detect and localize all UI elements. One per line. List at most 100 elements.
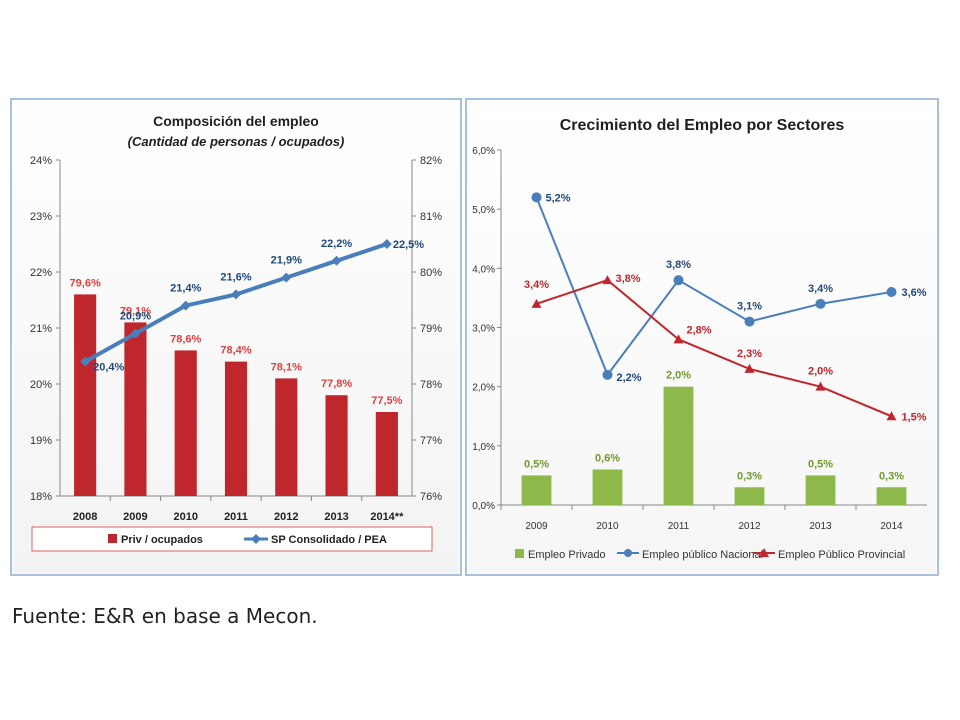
line-point-marker-provincial [744, 363, 755, 373]
chart-panel-composicion: Composición del empleo (Cantidad de perso… [10, 98, 462, 576]
bar-data-label: 0,3% [737, 470, 762, 482]
y-tick-label: 6,0% [472, 146, 495, 157]
y-tick-label: 3,0% [472, 324, 495, 335]
bar-data-label: 78,1% [271, 361, 302, 373]
legend-swatch-sp-marker [251, 534, 261, 544]
bar-priv-ocupados [325, 395, 348, 496]
chart-title: Composición del empleo [153, 113, 319, 129]
line-point-marker [80, 356, 91, 367]
legend-swatch-provincial-marker [759, 548, 769, 557]
bar-data-label: 78,6% [170, 333, 201, 345]
x-tick-label: 2014** [370, 511, 404, 523]
bar-data-label: 79,1% [120, 305, 151, 317]
line-point-marker-provincial [886, 411, 897, 421]
y-right-tick-label: 81% [420, 211, 442, 223]
y-right-tick-label: 82% [420, 155, 442, 167]
y-tick-label: 0,0% [472, 501, 495, 512]
y-tick-label: 2,0% [472, 383, 495, 394]
line-empleo-publico-provincial [536, 279, 892, 418]
line-point-marker-provincial [673, 334, 684, 344]
legend-label-privado: Empleo Privado [528, 549, 606, 561]
line-data-label-provincial: 3,8% [616, 273, 641, 285]
line-data-label-nacional: 3,8% [666, 259, 691, 271]
x-tick-label: 2013 [809, 521, 832, 532]
bar-data-label: 0,5% [808, 458, 833, 470]
bar-empleo-privado [592, 469, 623, 505]
bar-empleo-privado [734, 487, 765, 505]
chart-panel-crecimiento: Crecimiento del Empleo por Sectores 0,0% 1… [465, 98, 939, 576]
y-left-tick-label: 20% [30, 379, 52, 391]
y-tick-label: 4,0% [472, 264, 495, 275]
bar-data-label: 0,3% [879, 470, 904, 482]
bar-empleo-privado [805, 475, 836, 505]
line-point-marker-provincial [602, 275, 613, 285]
line-point-marker-nacional [744, 316, 755, 327]
x-tick-label: 2011 [224, 511, 248, 523]
bar-empleo-privado [663, 386, 694, 505]
line-empleo-publico-nacional [535, 196, 892, 377]
line-data-label: 21,4% [170, 283, 201, 295]
bar-priv-ocupados [174, 350, 197, 496]
line-point-marker-provincial [531, 298, 542, 308]
legend-label-provincial: Empleo Público Provincial [778, 549, 905, 561]
line-point-marker-nacional [673, 275, 684, 286]
line-data-label: 21,9% [271, 255, 302, 267]
bar-priv-ocupados [74, 294, 97, 496]
y-right-tick-label: 76% [420, 491, 442, 503]
chart-title: Crecimiento del Empleo por Sectores [560, 117, 845, 134]
y-tick-label: 5,0% [472, 205, 495, 216]
line-data-label: 20,9% [120, 311, 151, 323]
line-point-marker [180, 300, 191, 311]
line-point-marker [130, 328, 141, 339]
line-data-label-nacional: 3,6% [902, 287, 927, 299]
line-data-label: 21,6% [220, 271, 251, 283]
y-right-tick-label: 80% [420, 267, 442, 279]
line-data-label-nacional: 3,4% [808, 283, 833, 295]
x-tick-label: 2008 [73, 511, 97, 523]
line-data-label-provincial: 2,0% [808, 366, 833, 378]
legend-label-sp: SP Consolidado / PEA [271, 534, 387, 546]
chart-subtitle: (Cantidad de personas / ocupados) [128, 134, 345, 149]
bar-priv-ocupados [275, 378, 298, 496]
bar-data-label: 0,5% [524, 458, 549, 470]
bar-empleo-privado [876, 487, 907, 505]
line-point-marker [231, 289, 241, 300]
line-data-label: 22,2% [321, 238, 352, 250]
bar-priv-ocupados [124, 322, 147, 496]
bar-empleo-privado [521, 475, 552, 505]
bar-data-label: 2,0% [666, 370, 691, 382]
line-data-label-provincial: 2,8% [687, 324, 712, 336]
chart-composicion-svg: Composición del empleo (Cantidad de perso… [13, 101, 459, 573]
chart-crecimiento-svg: Crecimiento del Empleo por Sectores 0,0% 1… [468, 101, 936, 573]
x-tick-label: 2013 [324, 511, 348, 523]
bar-data-label: 77,8% [321, 378, 352, 390]
line-data-label-nacional: 3,1% [737, 301, 762, 313]
line-data-label-nacional: 5,2% [546, 192, 571, 204]
line-data-label-provincial: 1,5% [902, 411, 927, 423]
x-tick-label: 2009 [123, 511, 147, 523]
x-tick-label: 2012 [274, 511, 298, 523]
y-left-tick-label: 24% [30, 155, 52, 167]
x-tick-label: 2009 [525, 521, 548, 532]
y-left-tick-label: 22% [30, 267, 52, 279]
source-note: Fuente: E&R en base a Mecon. [12, 604, 318, 628]
x-tick-label: 2014 [880, 521, 903, 532]
line-point-marker-nacional [815, 298, 826, 309]
bar-data-label: 0,6% [595, 453, 620, 465]
legend-box [31, 526, 433, 552]
y-left-tick-label: 18% [30, 491, 52, 503]
y-left-tick-label: 23% [30, 211, 52, 223]
bar-priv-ocupados [375, 412, 398, 496]
y-right-tick-label: 78% [420, 379, 442, 391]
x-tick-label: 2010 [173, 511, 197, 523]
x-tick-label: 2010 [596, 521, 619, 532]
y-left-tick-label: 19% [30, 435, 52, 447]
y-tick-label: 1,0% [472, 442, 495, 453]
legend-swatch-nacional-marker [624, 549, 632, 557]
line-point-marker-provincial [815, 381, 826, 391]
y-left-tick-label: 21% [30, 323, 52, 335]
bar-data-label: 79,6% [70, 277, 101, 289]
line-data-label: 20,4% [93, 362, 124, 374]
legend-label-priv: Priv / ocupados [121, 534, 203, 546]
bar-data-label: 77,5% [371, 395, 402, 407]
